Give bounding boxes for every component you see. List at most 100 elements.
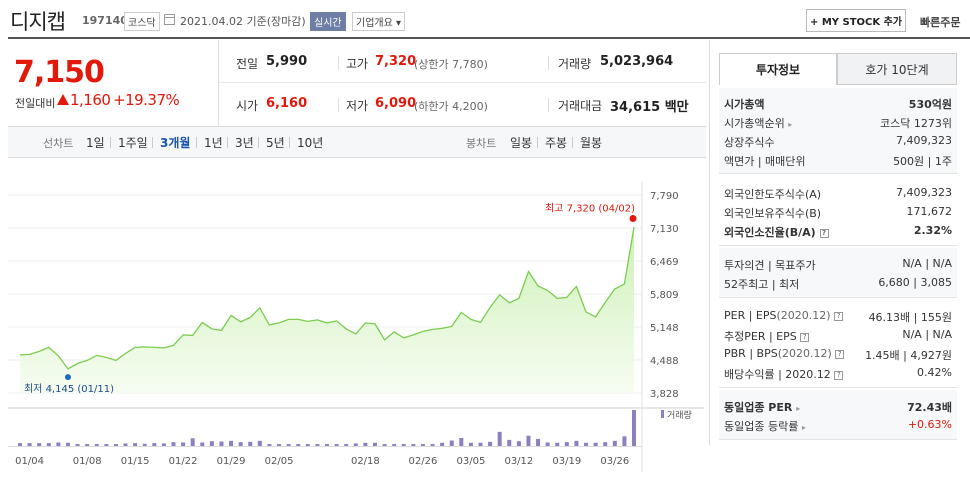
volume-bar <box>27 443 32 446</box>
company-info-dropdown[interactable]: 기업개요 ▾ <box>352 12 405 31</box>
tab-orderbook[interactable]: 호가 10단계 <box>837 53 957 85</box>
volume-bar <box>574 440 579 446</box>
up-arrow-icon <box>57 94 69 105</box>
info-panel <box>709 40 970 445</box>
volume-bar <box>564 442 569 446</box>
header-divider <box>8 37 970 39</box>
volume-bar <box>219 441 224 446</box>
high-value: 7,320 <box>375 54 417 69</box>
divider <box>152 137 153 148</box>
volume-bar <box>209 441 214 446</box>
sector-per-row[interactable]: 동일업종 PER ▸ 72.43배 <box>724 401 952 414</box>
price-chart[interactable]: 7,790 7,130 6,469 5,809 5,148 4,488 3,828 01/0… <box>8 182 704 472</box>
volume-bar <box>526 435 531 446</box>
period-1y[interactable]: 1년 <box>204 136 223 150</box>
y-tick-label: 6,469 <box>650 257 679 268</box>
volume-bar <box>238 442 243 446</box>
market-cap-row: 시가총액 530억원 <box>724 98 952 111</box>
foreign-section <box>719 176 957 246</box>
high-annotation: 최고 7,320 (04/02) <box>545 202 635 214</box>
period-1d[interactable]: 1일 <box>86 136 105 150</box>
volume-bar <box>248 441 253 446</box>
valuation-section <box>719 300 957 388</box>
volume-bar <box>277 444 282 446</box>
y-axis-labels: 7,790 7,130 6,469 5,809 5,148 4,488 3,828 <box>650 191 679 400</box>
realtime-button[interactable]: 실시간 <box>310 12 346 31</box>
period-bar <box>8 126 706 158</box>
quick-order-link[interactable]: 빠른주문 <box>920 16 961 29</box>
foreign-limit-row: 외국인한도주식수(A) 7,409,323 <box>724 186 952 201</box>
low-value: 6,090 <box>375 96 417 111</box>
high-label: 고가 <box>346 57 369 71</box>
volume-bar <box>305 444 310 446</box>
candle-daily[interactable]: 일봉 <box>510 136 533 150</box>
volume-value: 5,023,964 <box>600 54 674 69</box>
x-tick-label: 03/05 <box>456 456 485 467</box>
x-tick-label: 02/05 <box>265 456 294 467</box>
volume-bar <box>286 444 291 446</box>
period-10y[interactable]: 10년 <box>297 136 324 150</box>
x-tick-label: 01/22 <box>169 456 198 467</box>
pbr-row[interactable]: PBR | BPS(2020.12) ? 1.45배 | 4,927원 <box>724 347 952 362</box>
candle-weekly[interactable]: 주봉 <box>545 136 568 150</box>
period-3y[interactable]: 3년 <box>235 136 254 150</box>
volume-bar <box>632 410 636 446</box>
volume-bar <box>459 437 464 446</box>
volume-bar <box>372 442 377 446</box>
volume-bar <box>56 442 61 446</box>
volume-bar <box>545 442 550 446</box>
volume-bar <box>468 442 473 446</box>
volume-bar <box>152 443 157 446</box>
divider <box>258 137 259 148</box>
lower-limit: (하한가 4,200) <box>414 100 488 113</box>
volume-bar <box>603 442 608 446</box>
x-tick-label: 01/04 <box>15 456 44 467</box>
volume-bar <box>46 443 51 446</box>
divider <box>196 137 197 148</box>
arrow-right-icon: ▸ <box>801 423 806 432</box>
tab-invest-info[interactable]: 투자정보 <box>719 53 837 85</box>
volume-bar <box>478 442 483 446</box>
volume-bar <box>267 444 272 446</box>
volume-bar <box>584 442 589 446</box>
volume-bar <box>94 444 99 446</box>
volume-bar <box>113 444 118 446</box>
y-tick-label: 5,148 <box>650 323 679 334</box>
low-label: 저가 <box>346 99 369 113</box>
volume-bar <box>325 444 329 446</box>
divider <box>548 98 549 112</box>
volume-bar <box>18 443 22 446</box>
arrow-right-icon: ▸ <box>788 120 793 129</box>
per-row[interactable]: PER | EPS(2020.12) ? 46.13배 | 155원 <box>724 309 952 324</box>
price-line <box>19 226 635 370</box>
volume-bar <box>449 440 454 446</box>
period-1w[interactable]: 1주일 <box>118 136 148 150</box>
volume-bar <box>171 442 176 446</box>
volume-bar <box>555 442 560 446</box>
x-tick-label: 02/18 <box>351 456 380 467</box>
foreign-ratio-row[interactable]: 외국인소진율(B/A) ? 2.32% <box>724 224 952 239</box>
candle-monthly[interactable]: 월봉 <box>580 136 603 150</box>
x-tick-label: 01/29 <box>217 456 246 467</box>
my-stock-add-button[interactable]: + MY STOCK 추가 <box>806 9 906 32</box>
amount-label: 거래대금 <box>558 99 603 113</box>
volume-bar <box>65 442 70 446</box>
volume-bar <box>430 444 435 446</box>
sector-rate-row[interactable]: 동일업종 등락률 ▸ +0.63% <box>724 418 952 433</box>
volume-legend: 거래량 <box>667 409 692 421</box>
cap-rank-row[interactable]: 시가총액순위 ▸ 코스닥 1273위 <box>724 117 952 130</box>
est-per-row[interactable]: 추정PER | EPS ? N/A | N/A <box>724 328 952 343</box>
x-axis-labels: 01/04 01/08 01/15 01/22 01/29 02/05 02/18 02/26… <box>15 456 629 467</box>
market-cap-section <box>719 88 957 174</box>
foreign-hold-row: 외국인보유주식수(B) 171,672 <box>724 205 952 220</box>
open-value: 6,160 <box>266 96 308 111</box>
dividend-row[interactable]: 배당수익률 | 2020.12 ? 0.42% <box>724 366 952 381</box>
volume-bar <box>344 444 349 446</box>
volume-bar <box>229 440 234 446</box>
period-5y[interactable]: 5년 <box>266 136 285 150</box>
period-3m[interactable]: 3개월 <box>160 136 191 150</box>
volume-bar <box>85 444 90 446</box>
volume-bar <box>296 444 301 446</box>
opinion-row: 투자의견 | 목표주가 N/A | N/A <box>724 257 952 272</box>
price-area <box>20 227 634 393</box>
